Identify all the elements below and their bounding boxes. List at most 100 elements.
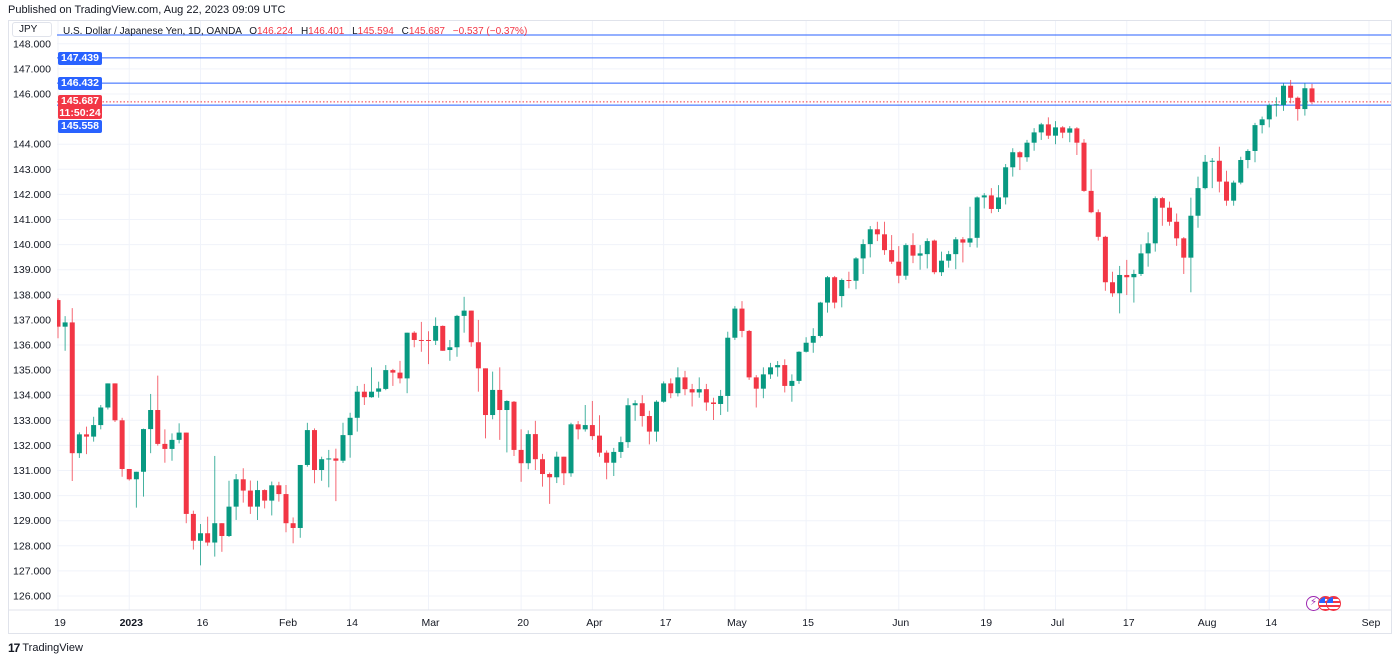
candle xyxy=(1102,235,1108,291)
candle xyxy=(1095,209,1101,241)
y-tick-label: 137.000 xyxy=(13,314,51,326)
candle-body xyxy=(604,452,610,463)
candle-body xyxy=(639,403,645,417)
price-axis[interactable]: 148.000 147.000 146.000 144.000 143.000 142.0… xyxy=(13,38,51,602)
candle xyxy=(654,400,659,442)
candle-body xyxy=(846,279,852,281)
candle xyxy=(183,432,189,524)
candle-body xyxy=(119,420,125,469)
candle xyxy=(867,226,873,258)
candle-body xyxy=(953,239,959,255)
candle xyxy=(240,468,246,503)
candle xyxy=(910,233,916,264)
candle-body xyxy=(1053,127,1058,136)
candle xyxy=(233,474,239,520)
candle xyxy=(525,430,531,470)
candle-body xyxy=(1124,274,1130,278)
candle xyxy=(939,251,944,276)
x-tick-label: 2023 xyxy=(120,617,144,629)
x-tick-label: 16 xyxy=(197,617,209,629)
candle xyxy=(255,480,260,520)
candle-body xyxy=(668,383,674,394)
candle xyxy=(354,385,360,432)
candle xyxy=(1145,232,1151,267)
y-tick-label: 126.000 xyxy=(13,591,51,603)
candle xyxy=(896,246,902,284)
candle xyxy=(312,428,317,484)
candle-body xyxy=(361,391,367,398)
candle-body xyxy=(247,490,253,507)
candle xyxy=(490,371,496,420)
tradingview-logo-icon[interactable]: 17 xyxy=(8,641,20,655)
candle-body xyxy=(1088,190,1094,213)
candle-body xyxy=(1017,152,1023,158)
candle-body xyxy=(1266,105,1272,120)
candle-body xyxy=(1224,181,1229,201)
y-tick-label: 135.000 xyxy=(13,365,51,377)
candle-body xyxy=(262,490,268,501)
candle xyxy=(589,400,595,440)
price-line-label-3[interactable]: 145.558 xyxy=(58,120,102,133)
x-tick-label: Jul xyxy=(1051,617,1064,629)
candle-body xyxy=(190,513,196,541)
x-tick-label: 15 xyxy=(802,617,814,629)
candle xyxy=(1245,149,1251,169)
candle-body xyxy=(540,459,545,475)
candle-body xyxy=(490,389,496,416)
candle xyxy=(689,383,695,407)
candle-body xyxy=(226,506,232,537)
candle xyxy=(390,368,396,386)
candle xyxy=(775,361,781,377)
candle-body xyxy=(882,234,887,251)
high-value: 146.401 xyxy=(308,26,345,37)
candle xyxy=(1045,117,1051,139)
candle xyxy=(511,400,517,456)
candle-body xyxy=(1216,160,1222,182)
candle-body xyxy=(1273,104,1279,106)
candle-body xyxy=(290,523,296,528)
candle xyxy=(1110,271,1115,297)
candle-body xyxy=(62,322,68,327)
candle xyxy=(1124,259,1130,296)
candle xyxy=(597,415,602,457)
candle xyxy=(1188,197,1194,293)
y-tick-label: 148.000 xyxy=(13,38,51,50)
candle-body xyxy=(376,388,382,392)
price-line-label-2[interactable]: 146.432 xyxy=(58,77,102,90)
candle xyxy=(903,243,909,280)
candle-body xyxy=(960,239,966,243)
candle xyxy=(860,239,866,274)
candle xyxy=(1003,164,1009,205)
x-tick-label: Apr xyxy=(586,617,603,629)
candle-body xyxy=(703,389,709,403)
y-tick-label: 147.000 xyxy=(13,63,51,75)
y-tick-label: 140.000 xyxy=(13,239,51,251)
candle xyxy=(1209,158,1215,189)
close-value: 145.687 xyxy=(408,26,445,37)
candle-body xyxy=(383,370,389,389)
candle-body xyxy=(183,432,189,514)
y-tick-label: 136.000 xyxy=(13,340,51,352)
price-line-label-1[interactable]: 147.439 xyxy=(58,52,102,65)
currency-selector[interactable]: JPY xyxy=(12,22,52,37)
candle xyxy=(532,420,538,470)
candle xyxy=(768,362,773,379)
candle-body xyxy=(597,435,602,453)
candle-body xyxy=(561,456,567,474)
candle-body xyxy=(867,229,873,245)
candle xyxy=(461,296,467,333)
candle-body xyxy=(632,403,638,406)
candle xyxy=(1202,154,1208,190)
time-axis[interactable]: 19 2023 16 Feb 14 Mar 20 Apr 17 May 15 Jun 19 Jul 17 Au… xyxy=(54,617,1380,629)
candle-body xyxy=(853,258,859,281)
brand-name[interactable]: TradingView xyxy=(22,642,83,654)
candle xyxy=(468,310,474,347)
high-key: H xyxy=(300,26,309,37)
last-price: 145.687 xyxy=(61,95,99,107)
candle xyxy=(974,196,980,248)
y-tick-label: 131.000 xyxy=(13,465,51,477)
us-flag-icon[interactable] xyxy=(1326,596,1341,611)
candle xyxy=(696,377,702,398)
x-tick-label: Feb xyxy=(279,617,297,629)
